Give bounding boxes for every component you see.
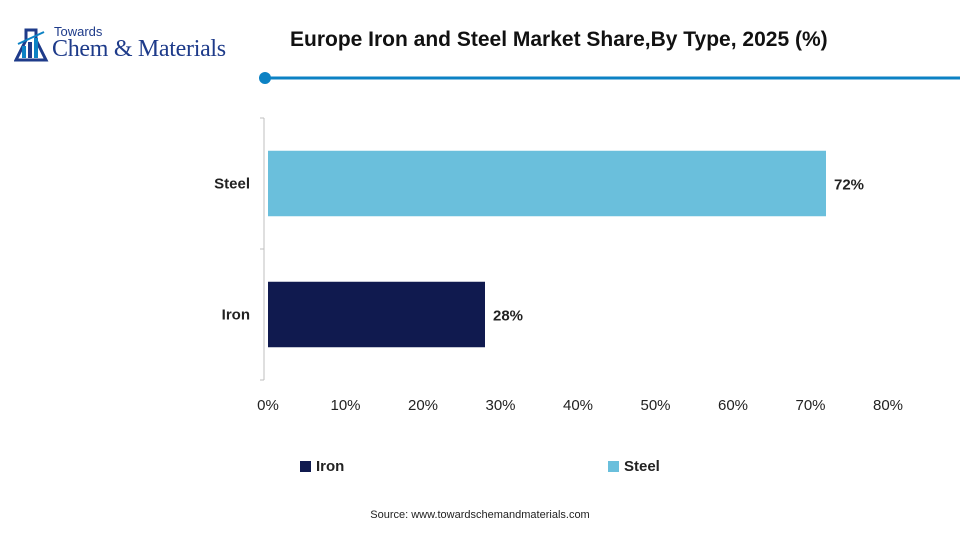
x-tick-label: 50% <box>640 397 670 414</box>
data-label-steel: 72% <box>834 177 864 194</box>
x-tick-label: 0% <box>257 397 279 414</box>
bar-chart: 0% 10% 20% 30% 40% 50% 60% 70% 80% Steel Iron 72% 2… <box>214 72 960 414</box>
logo-towards-text: Towards <box>54 24 103 39</box>
source-note: Source: www.towardschemandmaterials.com <box>370 509 590 521</box>
data-label-iron: 28% <box>493 308 523 325</box>
x-tick-label: 10% <box>330 397 360 414</box>
flask-icon <box>14 28 49 62</box>
legend-item-steel: Steel <box>608 458 660 475</box>
x-tick-label: 60% <box>718 397 748 414</box>
legend-item-iron: Iron <box>300 458 344 475</box>
legend-label: Iron <box>316 458 345 475</box>
x-tick-label: 80% <box>873 397 903 414</box>
x-tick-label: 70% <box>795 397 825 414</box>
x-tick-label: 30% <box>485 397 515 414</box>
bar-steel <box>268 150 826 217</box>
brand-logo: Towards Chem & Materials <box>14 24 254 68</box>
chart-title: Europe Iron and Steel Market Share,By Ty… <box>290 28 828 51</box>
y-category-label: Steel <box>214 176 250 193</box>
x-tick-label: 40% <box>563 397 593 414</box>
chart-legend: Iron Steel <box>0 458 960 480</box>
legend-label: Steel <box>624 458 660 475</box>
legend-swatch <box>608 461 619 472</box>
legend-swatch <box>300 461 311 472</box>
logo-main-text: Chem & Materials <box>52 36 226 62</box>
bar-iron <box>268 281 485 348</box>
x-tick-label: 20% <box>408 397 438 414</box>
y-category-label: Iron <box>222 307 250 324</box>
